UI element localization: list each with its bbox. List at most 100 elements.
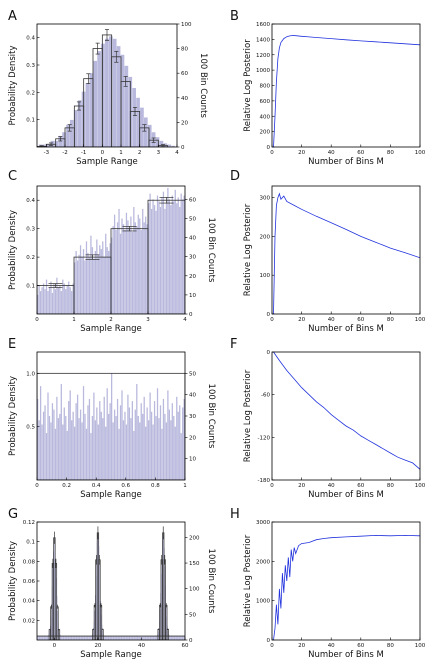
x-tick-label: 80 <box>387 643 394 649</box>
count-bar <box>105 233 107 314</box>
count-bar <box>128 407 131 480</box>
count-bar <box>106 636 108 640</box>
count-bar <box>136 384 138 480</box>
count-bar <box>171 636 173 640</box>
count-bar <box>137 636 139 640</box>
count-bar <box>85 636 87 640</box>
count-bar <box>124 229 126 314</box>
count-bar <box>139 218 141 314</box>
count-bar <box>122 636 124 640</box>
y2-tick-label: 20 <box>181 120 188 126</box>
count-bar <box>136 226 138 314</box>
count-bar <box>79 245 82 314</box>
x-tick-label: 40 <box>138 643 145 649</box>
y-tick-label: 0.12 <box>23 520 35 526</box>
count-bar <box>175 636 177 640</box>
count-bar <box>78 636 79 640</box>
count-bar <box>74 426 76 480</box>
count-bar <box>167 630 169 640</box>
y2-tick-label: 100 <box>189 587 200 593</box>
y2-tick-label: 30 <box>189 255 196 261</box>
count-bar <box>154 636 155 640</box>
panel-label-E: E <box>8 337 16 352</box>
y2-axis-label: 100 Bin Counts <box>206 549 216 614</box>
count-bar <box>102 418 104 480</box>
count-bar <box>173 201 175 314</box>
count-bar <box>61 635 62 640</box>
count-bar <box>85 83 90 147</box>
count-bar <box>42 411 45 480</box>
count-bar <box>146 636 147 640</box>
count-bar <box>111 636 113 640</box>
count-bar <box>142 208 144 314</box>
count-bar <box>156 635 157 640</box>
count-bar <box>75 250 77 314</box>
x-tick-label: 60 <box>357 150 364 156</box>
count-bar <box>62 279 64 314</box>
y-tick-label: 0.1 <box>26 540 35 546</box>
count-bar <box>88 398 91 480</box>
count-bar <box>135 636 137 640</box>
y-tick-label: 0 <box>267 312 271 318</box>
count-bar <box>131 401 133 480</box>
count-bar <box>174 189 176 314</box>
count-bar <box>42 283 45 314</box>
y-tick-label: 0.3 <box>26 227 35 233</box>
count-bar <box>174 636 176 640</box>
x-axis-label: Number of Bins M <box>308 490 384 500</box>
count-bar <box>79 636 81 640</box>
count-bar <box>58 135 63 147</box>
y2-tick-label: 60 <box>189 197 196 203</box>
count-bar <box>176 396 178 480</box>
x-tick-label: 0 <box>270 150 274 156</box>
count-bar <box>183 398 185 480</box>
count-bar <box>96 407 98 480</box>
count-bar <box>173 636 175 640</box>
count-bar <box>99 245 101 314</box>
histogram-bin <box>37 372 185 480</box>
count-bar <box>153 636 155 640</box>
x-tick-label: 40 <box>328 483 335 489</box>
count-bar <box>156 635 158 640</box>
count-bar <box>130 636 132 640</box>
x-tick-label: 0 <box>270 643 274 649</box>
count-bar <box>127 394 129 480</box>
y-tick-label: 2000 <box>256 559 270 565</box>
panel-label-G: G <box>8 507 18 522</box>
count-bar <box>41 424 43 480</box>
plot-frame <box>271 23 421 148</box>
count-bar <box>113 409 116 480</box>
count-bar <box>119 636 121 640</box>
count-bar <box>44 636 46 640</box>
posterior-line <box>273 534 420 640</box>
count-bar <box>182 407 184 480</box>
count-bar <box>123 636 124 640</box>
count-bar <box>47 291 49 314</box>
count-bar <box>182 199 184 314</box>
count-bar <box>45 636 46 640</box>
count-bar <box>85 428 88 480</box>
count-bar <box>64 636 66 640</box>
count-bar <box>87 252 89 314</box>
count-bar <box>155 636 157 640</box>
count-bar <box>113 214 116 314</box>
count-bar <box>65 416 67 480</box>
panel-label-A: A <box>8 9 17 24</box>
count-bar <box>117 636 119 640</box>
y-axis-label: Relative Log Posterior <box>243 534 253 627</box>
y-tick-label: 0.2 <box>26 90 35 96</box>
y-axis-label: Probability Density <box>8 541 18 621</box>
count-bar <box>42 144 47 147</box>
x-tick-label: 80 <box>387 483 394 489</box>
y-tick-label: 1.0 <box>26 371 35 377</box>
count-bar <box>69 390 71 480</box>
count-bar <box>181 636 183 640</box>
count-bar <box>164 413 166 480</box>
count-bar <box>68 401 70 480</box>
x-tick-label: -3 <box>44 150 50 156</box>
count-bar <box>74 636 76 640</box>
count-bar <box>159 140 164 147</box>
count-bar <box>87 405 89 480</box>
count-bar <box>38 420 40 480</box>
count-bar <box>150 636 152 640</box>
